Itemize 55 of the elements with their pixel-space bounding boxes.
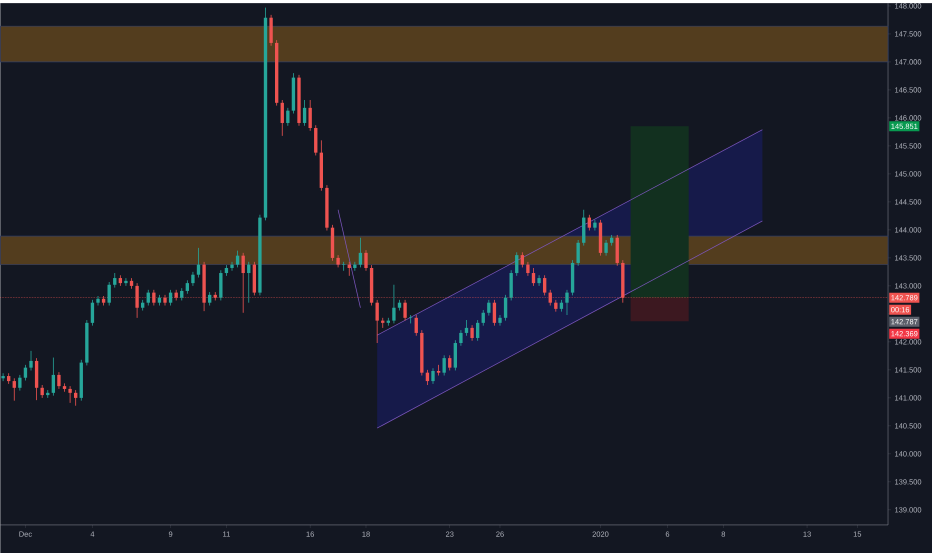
candlestick: [442, 354, 446, 376]
candlestick: [108, 282, 111, 306]
candlestick: [504, 294, 508, 322]
candlestick: [448, 354, 452, 371]
candlestick: [40, 384, 44, 398]
candlestick: [52, 357, 56, 396]
candlestick: [146, 289, 150, 306]
candlestick: [610, 234, 614, 246]
candlestick: [560, 300, 564, 312]
candlestick: [515, 252, 518, 276]
candlestick: [436, 364, 440, 376]
candlestick: [236, 250, 240, 268]
candlestick: [542, 274, 546, 296]
candlestick: [459, 330, 463, 346]
candlestick: [186, 280, 190, 294]
candlestick: [470, 324, 474, 342]
candlestick: [526, 261, 530, 276]
candlestick: [375, 300, 379, 344]
candlestick: [554, 300, 558, 312]
candlestick: [168, 289, 172, 306]
candlestick: [476, 320, 480, 342]
candlestick: [308, 100, 312, 132]
candlestick: [492, 300, 496, 326]
candlestick: [302, 100, 306, 126]
candlestick: [358, 237, 362, 268]
candlestick: [118, 274, 122, 286]
candlestick: [348, 261, 351, 276]
candlestick: [426, 370, 430, 386]
candlestick: [141, 300, 144, 311]
candlestick: [392, 284, 396, 324]
candlestick: [18, 374, 22, 392]
candlestick: [113, 272, 116, 288]
candlestick: [520, 252, 524, 268]
candlestick: [90, 300, 94, 326]
candlestick: [593, 219, 597, 231]
candlestick: [286, 107, 290, 126]
candlestick: [576, 240, 580, 266]
candlestick: [247, 261, 250, 304]
candlestick: [68, 386, 72, 404]
candlestick: [280, 100, 284, 136]
candlestick: [482, 310, 485, 326]
candlestick: [487, 300, 490, 316]
candlestick: [191, 272, 195, 286]
candlestick: [588, 214, 591, 231]
candlestick: [208, 292, 212, 306]
candlestick: [74, 390, 78, 406]
candlestick: [336, 254, 340, 268]
candlestick: [12, 378, 16, 402]
candlestick: [381, 317, 384, 328]
candlestick: [7, 372, 10, 384]
candlestick: [403, 300, 407, 322]
candlestick: [180, 288, 184, 301]
candlestick: [414, 314, 418, 336]
candlestick: [224, 264, 228, 276]
candlestick: [158, 294, 162, 306]
